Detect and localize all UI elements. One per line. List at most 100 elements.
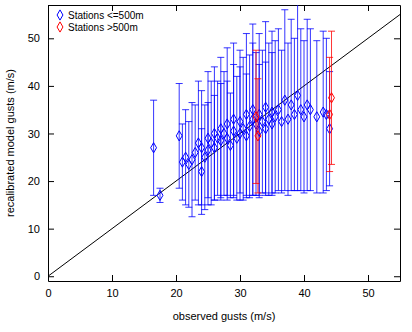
error-bar-line (246, 197, 253, 198)
error-bar-line (201, 104, 208, 105)
error-bar-line (254, 78, 261, 79)
tick-mark (240, 5, 241, 11)
error-bar-line (189, 216, 196, 217)
error-bar-line (182, 124, 183, 200)
error-bar-line (278, 29, 279, 191)
error-bar (307, 29, 314, 191)
tick-mark (394, 86, 400, 87)
error-bar-line (208, 103, 209, 198)
error-bar-line (331, 31, 332, 164)
point (243, 131, 249, 141)
error-bar-line (227, 48, 228, 200)
point (279, 116, 285, 126)
error-bar-line (230, 195, 237, 196)
tick-mark (394, 276, 400, 277)
error-bar (249, 24, 256, 195)
tick-label: 20 (170, 287, 182, 299)
error-bar-line (201, 91, 202, 205)
tick-label: 50 (362, 287, 374, 299)
error-bar-line (211, 81, 212, 205)
tick-label: 10 (28, 223, 40, 235)
error-bar (176, 84, 183, 189)
error-bar-line (268, 43, 269, 195)
error-bar-line (192, 200, 199, 201)
error-bar-line (301, 40, 308, 41)
point (186, 159, 192, 169)
error-bar-line (217, 83, 224, 84)
plot-area (48, 5, 400, 276)
error-bar-line (262, 62, 269, 63)
error-bar-line (217, 200, 224, 201)
error-bar (297, 29, 304, 191)
error-bar (278, 50, 285, 193)
error-bar-line (310, 29, 311, 191)
error-bar (288, 19, 295, 190)
error-bar-line (233, 43, 234, 195)
error-bar-line (179, 84, 180, 189)
error-bar-line (214, 67, 215, 200)
error-bar-line (157, 188, 164, 189)
error-bar-line (249, 24, 256, 25)
error-bar-line (237, 66, 244, 67)
error-bar-line (227, 93, 234, 94)
axis-line (49, 5, 401, 6)
error-bar-line (198, 214, 205, 215)
point (329, 93, 335, 103)
error-bar (328, 31, 335, 164)
point (176, 131, 182, 141)
tick: 50 (28, 32, 54, 44)
legend-marker (57, 22, 63, 32)
error-bar-line (269, 52, 276, 53)
tick-mark (176, 5, 177, 11)
tick-label: 30 (234, 287, 246, 299)
error-bar-line (189, 102, 196, 103)
error-bar-line (285, 195, 292, 196)
error-bar (201, 105, 208, 210)
error-bar-line (281, 50, 282, 193)
tick-label: 50 (28, 32, 40, 44)
error-bar-line (328, 164, 335, 165)
tick-mark (304, 275, 305, 281)
error-bar (214, 81, 221, 195)
error-bar (240, 57, 247, 200)
chart: 0102030405001020304050observed gusts (m/… (0, 0, 412, 332)
error-bar-line (240, 67, 241, 200)
error-bar-line (230, 43, 237, 44)
error-bar-line (221, 71, 228, 72)
tick-label: 40 (28, 80, 40, 92)
error-bar-line (326, 171, 333, 172)
error-bar-line (281, 190, 288, 191)
tick (304, 5, 305, 11)
tick: 50 (362, 275, 374, 299)
error-bar-line (150, 195, 157, 196)
legend-label: Stations >500m (68, 22, 138, 33)
error-bar-line (269, 31, 276, 32)
error-bar (230, 43, 237, 195)
error-bar-line (297, 28, 304, 29)
reference-line (48, 15, 400, 277)
error-bar (182, 110, 189, 205)
error-bar-line (278, 192, 285, 193)
error-bar-line (307, 19, 308, 190)
tick (394, 181, 400, 182)
axis-line (49, 281, 401, 282)
error-bar-line (329, 57, 330, 171)
error-bar-line (220, 57, 221, 200)
error-bar (275, 29, 282, 191)
error-bar (259, 50, 266, 193)
error-bar-line (217, 81, 218, 195)
error-bar-line (217, 197, 224, 198)
y-axis: 01020304050 (28, 6, 54, 283)
tick (394, 38, 400, 39)
tick (368, 5, 369, 11)
error-bar-line (246, 74, 247, 198)
error-bar-line (205, 71, 212, 72)
error-bar-line (297, 5, 298, 191)
y-axis-right (394, 6, 401, 282)
error-bar-line (176, 83, 183, 84)
error-bar-line (217, 57, 224, 58)
tick: 20 (170, 275, 182, 299)
error-bar-line (313, 40, 320, 41)
tick: 10 (28, 223, 54, 235)
error-bar-line (275, 41, 276, 193)
